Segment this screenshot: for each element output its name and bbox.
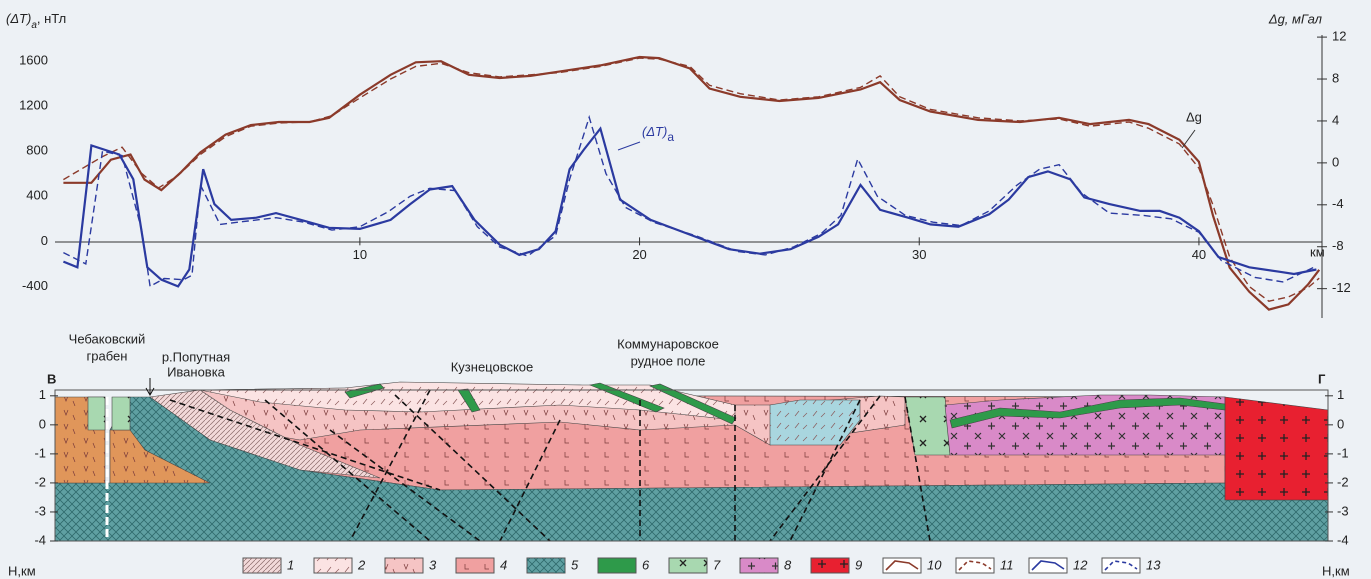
- legend-label: 6: [642, 557, 650, 572]
- y2-tick-label: 12: [1332, 29, 1346, 44]
- legend-pattern: [811, 558, 849, 573]
- section-tick-label: 1: [1337, 387, 1344, 402]
- annotation: Δg: [1186, 109, 1202, 124]
- section-end-left: В: [47, 371, 56, 386]
- legend-pattern: [740, 558, 778, 573]
- figure: (ΔT)a, нТл Δg, мГал км В Г -400040080012…: [0, 0, 1371, 579]
- y-axis-label: (ΔT)a, нТл: [6, 11, 66, 30]
- legend-label: 9: [855, 557, 862, 572]
- section-tick-label: -1: [1337, 445, 1349, 460]
- section-end-right: Г: [1318, 371, 1326, 386]
- legend-label: 13: [1146, 557, 1161, 572]
- y2-tick-label: 0: [1332, 154, 1339, 169]
- data-line: [63, 58, 1319, 301]
- legend-label: 11: [1000, 557, 1014, 572]
- legend-swatch: [956, 558, 994, 573]
- section-tick-label: -1: [34, 445, 46, 460]
- section-label: р.Попутная: [162, 349, 230, 364]
- layer-9-pattern: [1225, 397, 1328, 500]
- legend-label: 2: [357, 557, 366, 572]
- section-tick-label: -4: [1337, 532, 1349, 547]
- data-line: [63, 57, 1319, 310]
- legend-pattern: [314, 558, 352, 573]
- y-tick-label: 1600: [19, 52, 48, 67]
- y-label-unit: , нТл: [37, 11, 66, 26]
- legend-pattern: [527, 558, 565, 573]
- y2-tick-label: -8: [1332, 238, 1344, 253]
- legend-pattern: [385, 558, 423, 573]
- y2-tick-label: -12: [1332, 280, 1351, 295]
- legend-pattern: [456, 558, 494, 573]
- legend-label: 1: [287, 557, 294, 572]
- y-tick-label: 0: [41, 233, 48, 248]
- section-tick-label: 0: [39, 416, 46, 431]
- data-line: [63, 117, 1316, 286]
- section-tick-label: -3: [34, 503, 46, 518]
- annotation-leader: [618, 142, 640, 150]
- section-y-label: Н,км: [8, 563, 36, 578]
- section-label: Коммунаровское: [617, 336, 719, 351]
- section-tick-label: 1: [39, 387, 46, 402]
- legend-swatch: [1029, 558, 1067, 573]
- layer-7-pattern: [112, 397, 130, 430]
- section-tick-label: -3: [1337, 503, 1349, 518]
- section-label: рудное поле: [631, 353, 706, 368]
- section-label: Чебаковский: [69, 331, 146, 346]
- legend-label: 10: [927, 557, 942, 572]
- y-tick-label: 400: [26, 188, 48, 203]
- section-label: Кузнецовское: [451, 359, 534, 374]
- y2-tick-label: 8: [1332, 70, 1339, 85]
- annotation-sub: a: [667, 130, 674, 144]
- legend-label: 8: [784, 557, 792, 572]
- data-line: [63, 129, 1316, 287]
- legend-pattern: [243, 558, 281, 573]
- river-arrow: [146, 378, 154, 395]
- y-tick-label: 800: [26, 143, 48, 158]
- y2-axis-label: Δg, мГал: [1268, 11, 1323, 26]
- legend-label: 12: [1073, 557, 1088, 572]
- y2-tick-label: -4: [1332, 196, 1344, 211]
- annotation: (ΔT)a: [642, 124, 674, 144]
- legend-swatch: [1102, 558, 1140, 573]
- annotation-leader: [1182, 130, 1195, 148]
- cross-section: [55, 382, 1328, 541]
- legend-swatch: [598, 558, 636, 573]
- y2-tick-label: 4: [1332, 112, 1339, 127]
- legend-pattern: [669, 558, 707, 573]
- legend-label: 3: [429, 557, 437, 572]
- section-tick-label: -2: [1337, 474, 1349, 489]
- y-label-main: (ΔT): [6, 11, 31, 26]
- x-tick-label: 10: [353, 247, 367, 262]
- section-y-label: Н,км: [1322, 563, 1350, 578]
- annotation-text: (ΔT): [642, 124, 667, 139]
- section-label: грабен: [87, 348, 128, 363]
- x-tick-label: 40: [1192, 247, 1206, 262]
- x-tick-label: 20: [632, 247, 646, 262]
- legend-label: 4: [500, 557, 507, 572]
- legend-label: 5: [571, 557, 579, 572]
- legend-swatch: [883, 558, 921, 573]
- section-tick-label: -4: [34, 532, 46, 547]
- y-tick-label: 1200: [19, 97, 48, 112]
- layer-7-pattern: [88, 397, 105, 430]
- section-tick-label: -2: [34, 474, 46, 489]
- legend-label: 7: [713, 557, 721, 572]
- section-tick-label: 0: [1337, 416, 1344, 431]
- x-tick-label: 30: [912, 247, 926, 262]
- y-tick-label: -400: [22, 278, 48, 293]
- section-label: Ивановка: [167, 364, 226, 379]
